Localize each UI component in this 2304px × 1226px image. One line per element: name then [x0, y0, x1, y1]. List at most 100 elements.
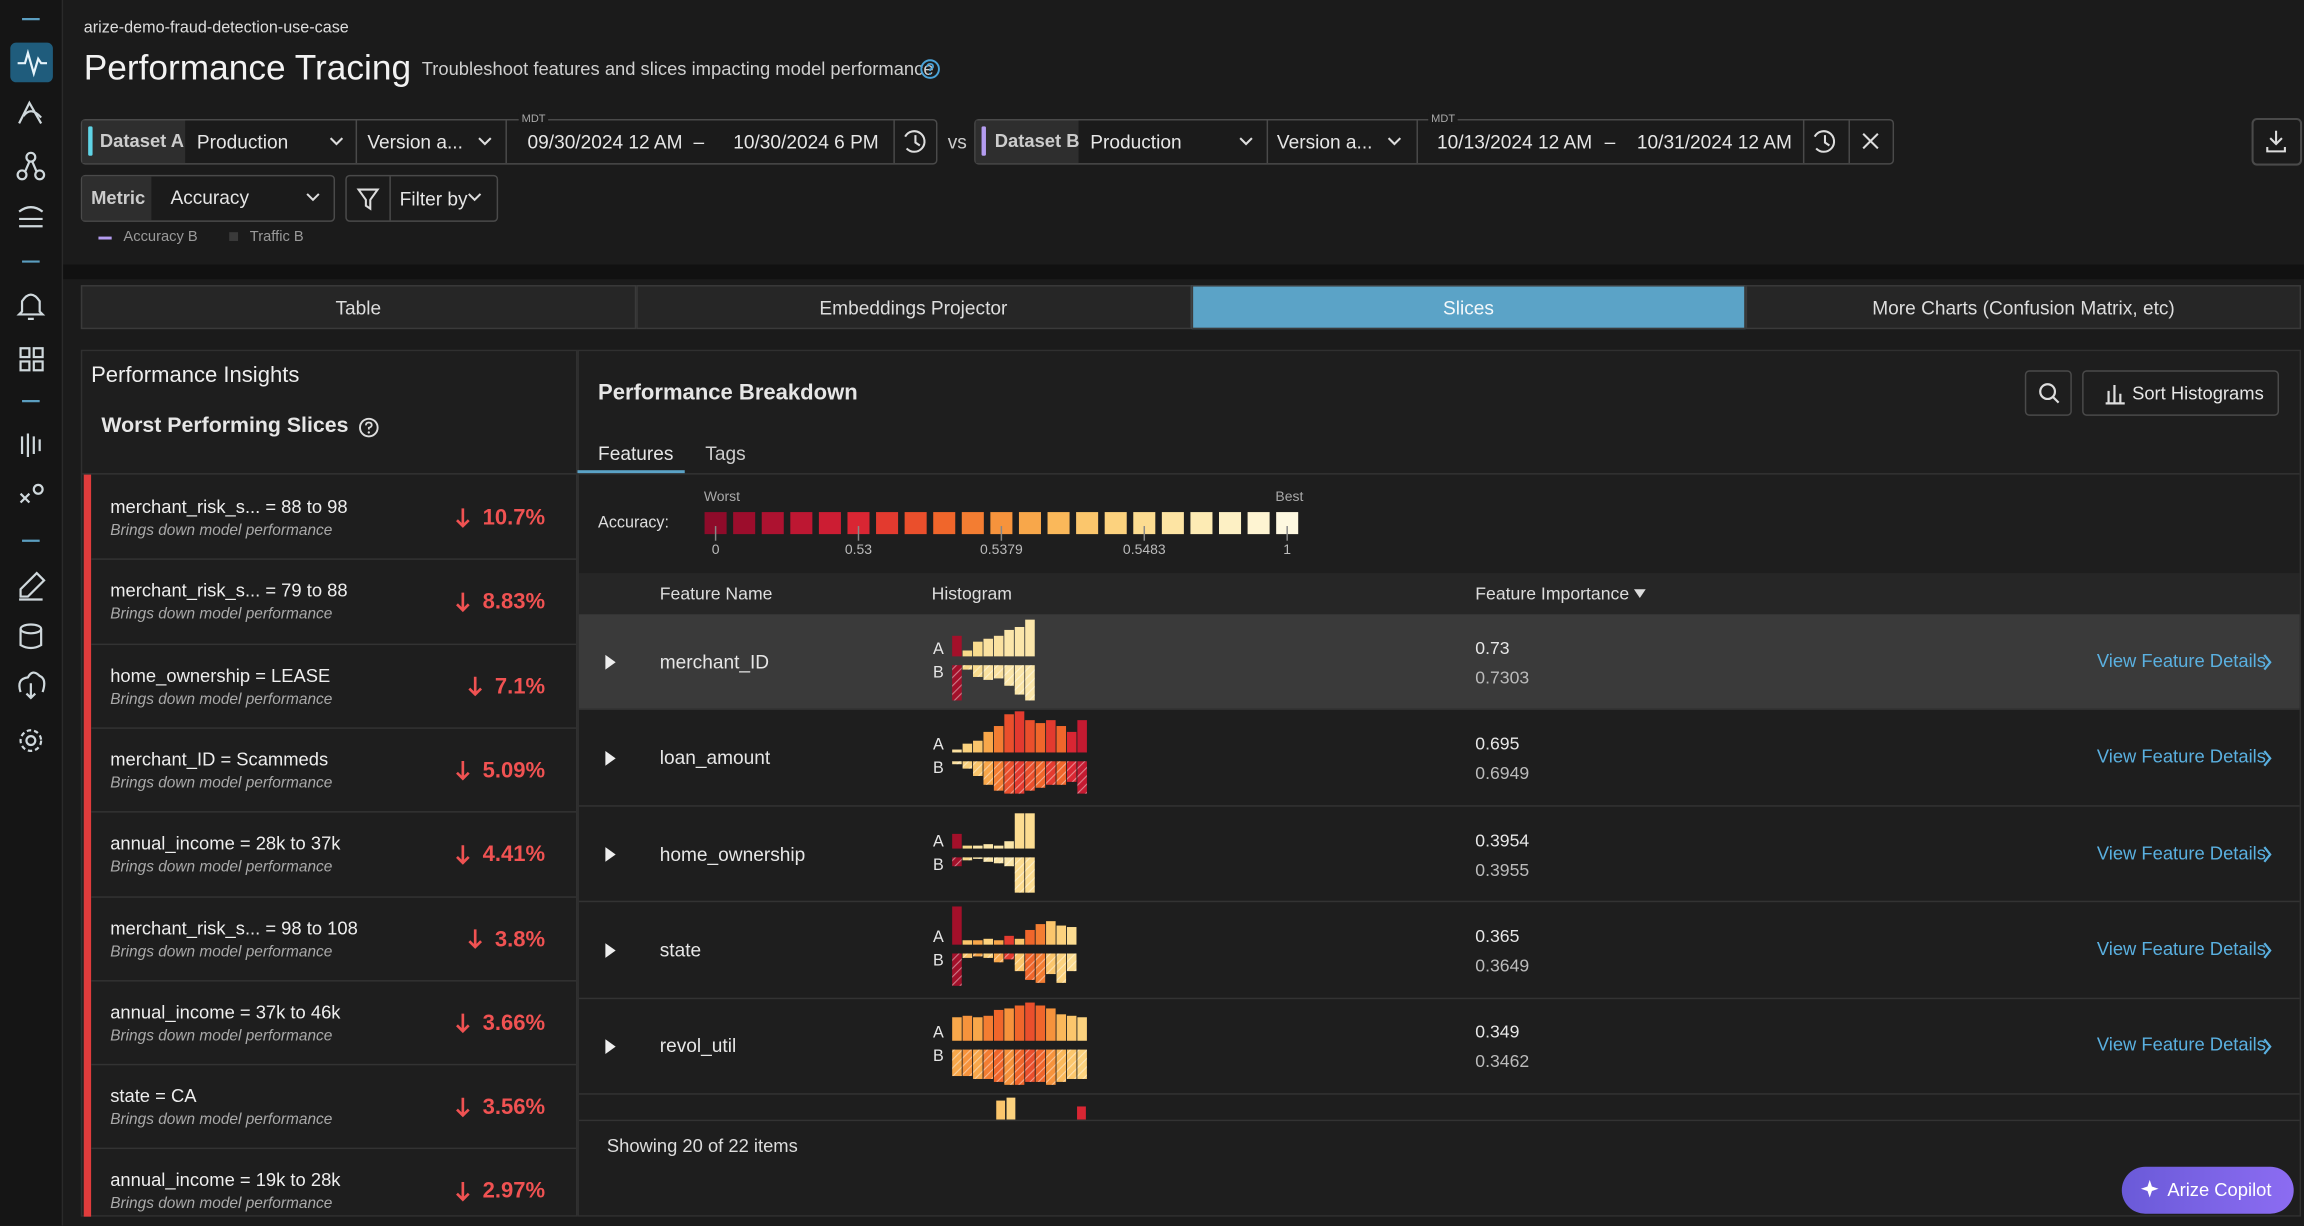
feature-row[interactable]: [578, 999, 2300, 1095]
search-icon[interactable]: [2038, 382, 2062, 406]
tab-label[interactable]: Embeddings Projector: [819, 296, 1008, 319]
metric-value[interactable]: Accuracy: [170, 186, 250, 209]
slice-name[interactable]: annual_income = 37k to 46k: [110, 1001, 341, 1023]
expand-icon[interactable]: [605, 751, 616, 766]
sort-arrow[interactable]: [1633, 589, 1646, 599]
scale-swatch: [903, 510, 929, 536]
filter-icon[interactable]: [356, 188, 380, 211]
version-dropdown[interactable]: Version a...: [1276, 130, 1373, 153]
hatch: [1035, 761, 1046, 788]
expand-icon[interactable]: [605, 1039, 616, 1054]
histogram-bar-a: [973, 641, 983, 657]
slice-name[interactable]: home_ownership = LEASE: [110, 665, 331, 686]
slice-note: Brings down model performance: [110, 690, 333, 708]
view-details-link[interactable]: View Feature Details: [2096, 650, 2266, 672]
copilot-label[interactable]: Arize Copilot: [2167, 1179, 2272, 1201]
tab-label[interactable]: Table: [335, 296, 382, 319]
help-icon[interactable]: [920, 59, 941, 80]
feature-name: state: [659, 938, 702, 961]
column-header[interactable]: Feature Importance: [1475, 583, 1630, 604]
feature-name: merchant_ID: [659, 650, 770, 673]
end-date[interactable]: 10/31/2024 12 AM: [1636, 130, 1792, 153]
hatch: [1004, 1049, 1014, 1085]
legend-label: Accuracy B: [123, 229, 198, 246]
histogram-bar-a: [952, 1017, 962, 1041]
feature-name: revol_util: [659, 1034, 737, 1057]
page-subtitle: Troubleshoot features and slices impacti…: [421, 58, 934, 80]
download-icon[interactable]: [2266, 130, 2286, 153]
hatch: [1066, 761, 1077, 782]
metric-select[interactable]: [80, 174, 336, 222]
tab[interactable]: [1746, 285, 2302, 330]
divider: [355, 120, 358, 164]
slice-name[interactable]: state = CA: [110, 1086, 197, 1107]
hatch: [1077, 761, 1087, 794]
divider: [91, 558, 577, 561]
clock-icon[interactable]: [1813, 130, 1836, 153]
hatch: [1014, 857, 1025, 893]
environment-dropdown[interactable]: Production: [196, 130, 289, 153]
slice-name[interactable]: merchant_risk_s... = 98 to 108: [110, 917, 358, 939]
scale-tick-label: 0: [711, 542, 720, 559]
feature-row[interactable]: [578, 806, 2300, 903]
expand-icon[interactable]: [605, 943, 616, 958]
slice-change: 3.56%: [482, 1094, 546, 1120]
feature-row[interactable]: [578, 614, 2300, 711]
feature-row[interactable]: [578, 710, 2300, 807]
slice-name[interactable]: merchant_risk_s... = 88 to 98: [110, 496, 348, 518]
sort-button[interactable]: [2082, 370, 2280, 416]
filter-button[interactable]: [345, 174, 499, 222]
expand-icon[interactable]: [605, 847, 616, 862]
version-dropdown[interactable]: Version a...: [367, 130, 463, 153]
environment-dropdown[interactable]: Production: [1090, 130, 1182, 153]
view-details-link[interactable]: View Feature Details: [2096, 1034, 2266, 1056]
breadcrumb: arize-demo-fraud-detection-use-case: [83, 19, 349, 37]
slice-name[interactable]: merchant_ID = Scammeds: [110, 749, 329, 770]
hatch: [1025, 857, 1035, 893]
help-icon[interactable]: [359, 417, 380, 438]
slice-name[interactable]: merchant_risk_s... = 79 to 88: [110, 580, 348, 602]
tab-label[interactable]: Slices: [1442, 296, 1494, 319]
severity-bar: [83, 474, 92, 1217]
sort-label[interactable]: Sort Histograms: [2132, 383, 2264, 405]
histogram-bar-a: [983, 638, 994, 657]
view-details-link[interactable]: View Feature Details: [2096, 938, 2266, 960]
slice-name[interactable]: annual_income = 19k to 28k: [110, 1170, 341, 1191]
feature-name: loan_amount: [659, 746, 771, 769]
end-date[interactable]: 10/30/2024 6 PM: [733, 130, 879, 153]
start-date[interactable]: 10/13/2024 12 AM: [1437, 130, 1593, 153]
importance: 0.6949: [1475, 762, 1530, 784]
down-arrow: [468, 676, 483, 697]
slice-name[interactable]: annual_income = 28k to 37k: [110, 833, 341, 854]
feature-row[interactable]: [578, 902, 2300, 999]
chevron[interactable]: [329, 137, 1402, 146]
start-date[interactable]: 09/30/2024 12 AM: [527, 130, 683, 153]
chevron: [2263, 654, 2272, 671]
tab[interactable]: [1190, 285, 1747, 330]
breakdown-panel: [577, 349, 2302, 1217]
close-icon[interactable]: [1862, 132, 1879, 150]
tab[interactable]: [80, 285, 636, 330]
view-details-link[interactable]: View Feature Details: [2096, 842, 2266, 864]
view-details-link[interactable]: View Feature Details: [2096, 746, 2266, 768]
hatch: [973, 761, 983, 776]
clock-icon[interactable]: [904, 130, 926, 153]
tab-label[interactable]: More Charts (Confusion Matrix, etc): [1872, 296, 2175, 319]
histogram-bar-a: [1025, 619, 1035, 657]
expand-icon[interactable]: [605, 654, 616, 670]
subtab[interactable]: Features: [598, 442, 674, 465]
search-button[interactable]: [2024, 370, 2072, 416]
download-button[interactable]: [2251, 117, 2303, 166]
series-label: B: [933, 952, 944, 970]
filter-label[interactable]: Filter by: [399, 188, 468, 211]
hatch: [1077, 1049, 1087, 1079]
scale-best: Best: [1275, 489, 1304, 506]
tab[interactable]: [635, 285, 1191, 330]
subtab[interactable]: Tags: [705, 442, 746, 465]
chevron[interactable]: [306, 193, 482, 202]
series-label: A: [933, 832, 944, 851]
histogram-bar-a: [962, 650, 973, 657]
sparkle-icon[interactable]: [2140, 1179, 2160, 1199]
sort-icon[interactable]: [2105, 384, 2127, 405]
scale-swatch: [788, 510, 814, 536]
